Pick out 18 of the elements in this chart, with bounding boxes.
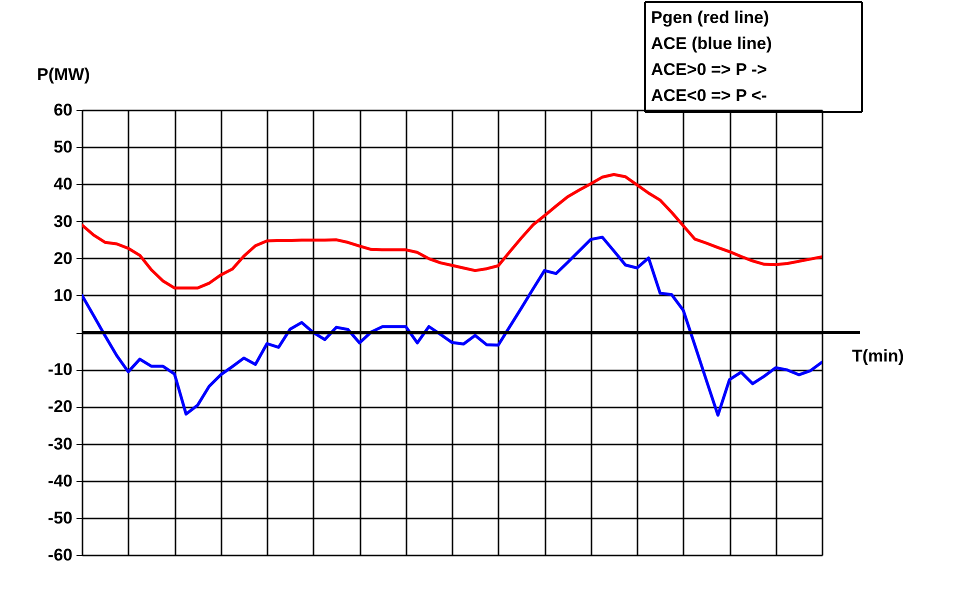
y-tick-label: -20 <box>48 397 72 416</box>
text: ACE>0 => P -> <box>651 60 767 79</box>
text: ACE (blue line) <box>651 34 772 53</box>
y-tick-label: -10 <box>48 360 72 380</box>
y-tick-label: -60 <box>48 546 72 564</box>
y-tick-label: -30 <box>48 434 72 454</box>
y-axis-title: P(MW) <box>37 65 90 84</box>
y-tick-label: 20 <box>54 248 72 268</box>
y-tick-label: 30 <box>54 212 72 231</box>
text: ACE<0 => P <- <box>651 86 767 105</box>
y-tick-label: 40 <box>54 174 72 194</box>
y-tick-label: -40 <box>48 471 72 490</box>
y-tick-label: 50 <box>54 138 72 157</box>
text: Pgen (red line) <box>651 8 770 27</box>
y-tick-label: 60 <box>54 100 72 120</box>
y-tick-label: 10 <box>54 286 72 305</box>
y-tick-label: -50 <box>48 508 72 528</box>
x-axis-title: T(min) <box>852 346 904 366</box>
